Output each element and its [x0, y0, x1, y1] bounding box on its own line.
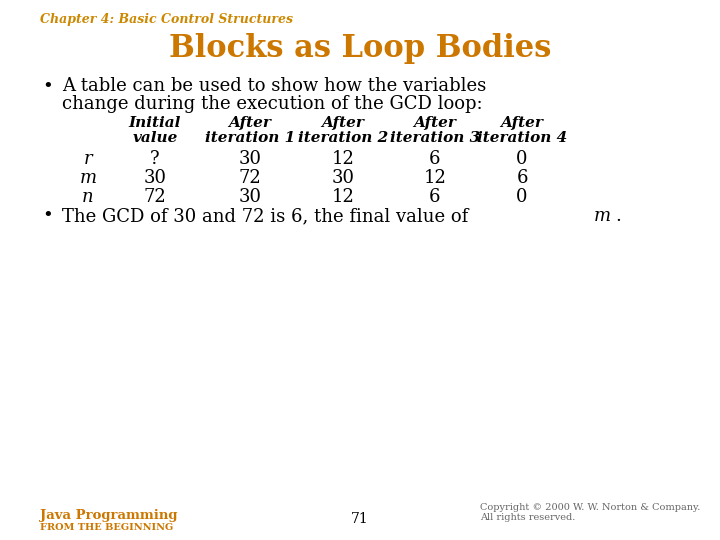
- Text: 72: 72: [238, 169, 261, 187]
- Text: 0: 0: [516, 150, 528, 168]
- Text: 6: 6: [516, 169, 528, 187]
- Text: After: After: [322, 116, 364, 130]
- Text: Java Programming: Java Programming: [40, 509, 178, 522]
- Text: 12: 12: [332, 188, 354, 206]
- Text: The GCD of 30 and 72 is 6, the final value of: The GCD of 30 and 72 is 6, the final val…: [62, 207, 474, 225]
- Text: r: r: [84, 150, 92, 168]
- Text: m: m: [593, 207, 611, 225]
- Text: iteration 3: iteration 3: [390, 131, 480, 145]
- Text: After: After: [228, 116, 271, 130]
- Text: 30: 30: [331, 169, 354, 187]
- Text: 6: 6: [429, 188, 441, 206]
- Text: Blocks as Loop Bodies: Blocks as Loop Bodies: [168, 33, 552, 64]
- Text: n: n: [82, 188, 94, 206]
- Text: Copyright © 2000 W. W. Norton & Company.
All rights reserved.: Copyright © 2000 W. W. Norton & Company.…: [480, 503, 700, 522]
- Text: 30: 30: [238, 150, 261, 168]
- Text: change during the execution of the GCD loop:: change during the execution of the GCD l…: [62, 95, 482, 113]
- Text: 6: 6: [429, 150, 441, 168]
- Text: •: •: [42, 78, 53, 96]
- Text: FROM THE BEGINNING: FROM THE BEGINNING: [40, 523, 174, 532]
- Text: ?: ?: [150, 150, 160, 168]
- Text: •: •: [42, 207, 53, 225]
- Text: value: value: [132, 131, 178, 145]
- Text: 12: 12: [423, 169, 446, 187]
- Text: After: After: [500, 116, 544, 130]
- Text: 72: 72: [143, 188, 166, 206]
- Text: Chapter 4: Basic Control Structures: Chapter 4: Basic Control Structures: [40, 13, 293, 26]
- Text: iteration 1: iteration 1: [205, 131, 295, 145]
- Text: After: After: [413, 116, 456, 130]
- Text: Initial: Initial: [129, 116, 181, 130]
- Text: 12: 12: [332, 150, 354, 168]
- Text: 0: 0: [516, 188, 528, 206]
- Text: 30: 30: [143, 169, 166, 187]
- Text: A table can be used to show how the variables: A table can be used to show how the vari…: [62, 77, 486, 95]
- Text: iteration 2: iteration 2: [298, 131, 388, 145]
- Text: .: .: [616, 207, 621, 225]
- Text: iteration 4: iteration 4: [477, 131, 567, 145]
- Text: m: m: [79, 169, 96, 187]
- Text: 71: 71: [351, 512, 369, 526]
- Text: 30: 30: [238, 188, 261, 206]
